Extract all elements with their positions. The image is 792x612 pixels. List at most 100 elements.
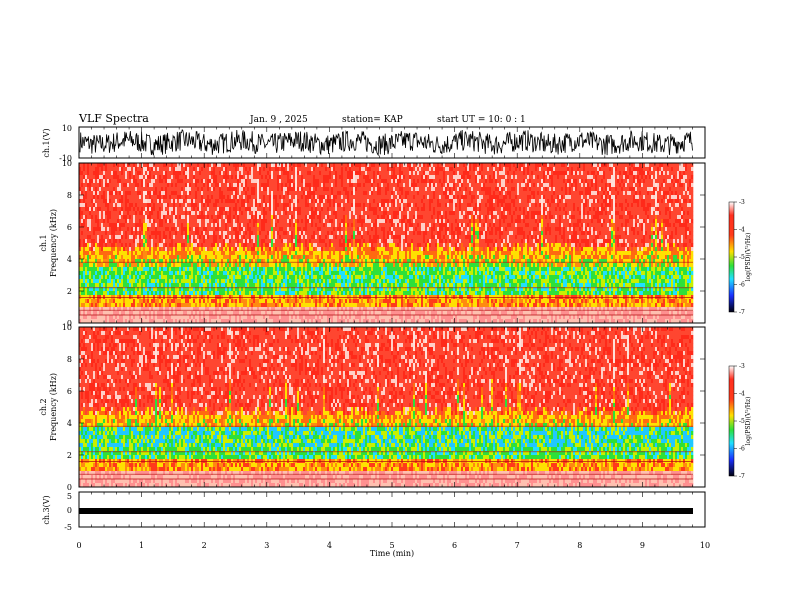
spectrogram-cell (181, 263, 183, 267)
spectrogram-cell (161, 251, 163, 255)
spectrogram-cell (319, 219, 321, 223)
spectrogram-cell (183, 199, 185, 203)
spectrogram-cell (257, 307, 259, 311)
spectrogram-cell (261, 235, 263, 239)
spectrogram-cell (245, 215, 247, 219)
spectrogram-cell (143, 299, 145, 303)
spectrogram-cell (215, 243, 217, 247)
spectrogram-cell (103, 263, 105, 267)
spectrogram-cell (311, 215, 313, 219)
spectrogram-cell (247, 263, 249, 267)
spectrogram-cell (295, 283, 297, 287)
spectrogram-cell (263, 231, 265, 235)
spectrogram-cell (101, 215, 103, 219)
spectrogram-cell (275, 263, 277, 267)
spectrogram-cell (155, 163, 157, 167)
spectrogram-cell (299, 179, 301, 183)
spectrogram-cell (225, 251, 227, 255)
spectrogram-cell (223, 303, 225, 307)
spectrogram-cell (175, 179, 177, 183)
spectrogram-cell (235, 235, 237, 239)
spectrogram-cell (91, 271, 93, 275)
spectrogram-cell (203, 263, 205, 267)
spectrogram-cell (87, 243, 89, 247)
spectrogram-cell (319, 315, 321, 319)
spectrogram-cell (221, 307, 223, 311)
spectrogram-cell (319, 231, 321, 235)
spectrogram-cell (125, 175, 127, 179)
spectrogram-cell (261, 299, 263, 303)
spectrogram-cell (195, 183, 197, 187)
spectrogram-cell (85, 175, 87, 179)
spectrogram-cell (243, 235, 245, 239)
spectrogram-cell (217, 163, 219, 167)
spectrogram-cell (251, 283, 253, 287)
spectrogram-cell (171, 179, 173, 183)
spectrogram-cell (147, 191, 149, 195)
spectrogram-cell (125, 275, 127, 279)
spectrogram-cell (115, 167, 117, 171)
spectrogram-cell (241, 231, 243, 235)
spectrogram-cell (199, 259, 201, 263)
spectrogram-cell (91, 235, 93, 239)
spectrogram-cell (265, 187, 267, 191)
spectrogram-cell (291, 199, 293, 203)
spectrogram-cell (145, 279, 147, 283)
spectrogram-cell (267, 207, 269, 211)
spectrogram-cell (113, 283, 115, 287)
spectrogram-cell (91, 219, 93, 223)
spectrogram-cell (181, 219, 183, 223)
spectrogram-cell (223, 251, 225, 255)
spectrogram-cell (251, 275, 253, 279)
spectrogram-cell (173, 279, 175, 283)
spectrogram-cell (225, 315, 227, 319)
spectrogram-cell (249, 211, 251, 215)
spectrogram-cell (231, 191, 233, 195)
spectrogram-cell (83, 271, 85, 275)
spectrogram-cell (83, 175, 85, 179)
spectrogram-cell (251, 203, 253, 207)
spectrogram-cell (283, 167, 285, 171)
spectrogram-cell (223, 271, 225, 275)
spectrogram-cell (305, 215, 307, 219)
spectrogram-cell (119, 171, 121, 175)
spectrogram-cell (317, 239, 319, 243)
spectrogram-cell (313, 299, 315, 303)
spectrogram-cell (89, 223, 91, 227)
spectrogram-cell (201, 203, 203, 207)
spectrogram-cell (215, 291, 217, 295)
spectrogram-cell (235, 315, 237, 319)
spectrogram-cell (115, 223, 117, 227)
spectrogram-cell (261, 243, 263, 247)
spectrogram-cell (177, 239, 179, 243)
spectrogram-cell (229, 283, 231, 287)
spectrogram-cell (221, 303, 223, 307)
spectrogram-cell (289, 203, 291, 207)
spectrogram-cell (151, 163, 153, 167)
spectrogram-cell (275, 235, 277, 239)
spectrogram-cell (143, 239, 145, 243)
spectrogram-cell (247, 171, 249, 175)
spectrogram-cell (113, 231, 115, 235)
spectrogram-cell (183, 279, 185, 283)
spectrogram-cell (83, 191, 85, 195)
spectrogram-cell (217, 183, 219, 187)
spectrogram-cell (181, 271, 183, 275)
spectrogram-cell (209, 283, 211, 287)
spectrogram-cell (161, 227, 163, 231)
spectrogram-cell (305, 211, 307, 215)
spectrogram-cell (249, 259, 251, 263)
spectrogram-cell (217, 243, 219, 247)
spectrogram-cell (297, 199, 299, 203)
spectrogram-cell (173, 171, 175, 175)
spectrogram-cell (305, 243, 307, 247)
spectrogram-cell (97, 279, 99, 283)
spectrogram-cell (221, 227, 223, 231)
spectrogram-cell (145, 175, 147, 179)
spectrogram-cell (301, 267, 303, 271)
spectrogram-cell (209, 243, 211, 247)
spectrogram-cell (121, 223, 123, 227)
spectrogram-cell (191, 259, 193, 263)
spectrogram-cell (137, 315, 139, 319)
spectrogram-cell (307, 199, 309, 203)
